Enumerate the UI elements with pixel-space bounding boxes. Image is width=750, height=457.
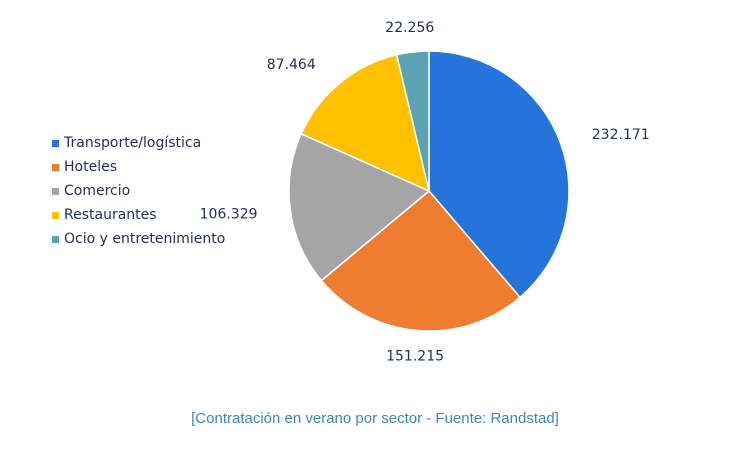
legend-swatch: [52, 187, 59, 195]
legend-swatch: [52, 139, 59, 147]
pie-slice: [320, 189, 522, 332]
pie-slice: [395, 50, 430, 192]
pie-slice: [428, 50, 570, 299]
legend-label: Restaurantes: [64, 207, 157, 223]
data-label: 232.171: [592, 127, 650, 143]
data-label: 87.464: [267, 57, 316, 73]
legend-item: Restaurantes: [52, 203, 225, 227]
pie-slice: [288, 132, 431, 282]
data-label: 151.215: [386, 348, 444, 364]
legend-label: Comercio: [64, 183, 131, 199]
legend-swatch: [52, 211, 59, 219]
pie-slice: [300, 53, 431, 193]
legend-label: Transporte/logística: [64, 135, 202, 151]
legend-swatch: [52, 163, 59, 171]
legend-label: Ocio y entretenimiento: [64, 231, 226, 247]
legend-swatch: [52, 235, 59, 243]
data-label: 22.256: [385, 20, 434, 36]
chart-legend: Transporte/logística Hoteles Comercio Resta…: [52, 131, 225, 251]
legend-item: Transporte/logística: [52, 131, 225, 155]
chart-caption: [Contratación en verano por sector - Fue…: [191, 410, 559, 427]
legend-item: Hoteles: [52, 155, 225, 179]
legend-item: Ocio y entretenimiento: [52, 227, 225, 251]
legend-item: Comercio: [52, 179, 225, 203]
legend-label: Hoteles: [64, 159, 117, 175]
data-label: 106.329: [200, 206, 258, 222]
